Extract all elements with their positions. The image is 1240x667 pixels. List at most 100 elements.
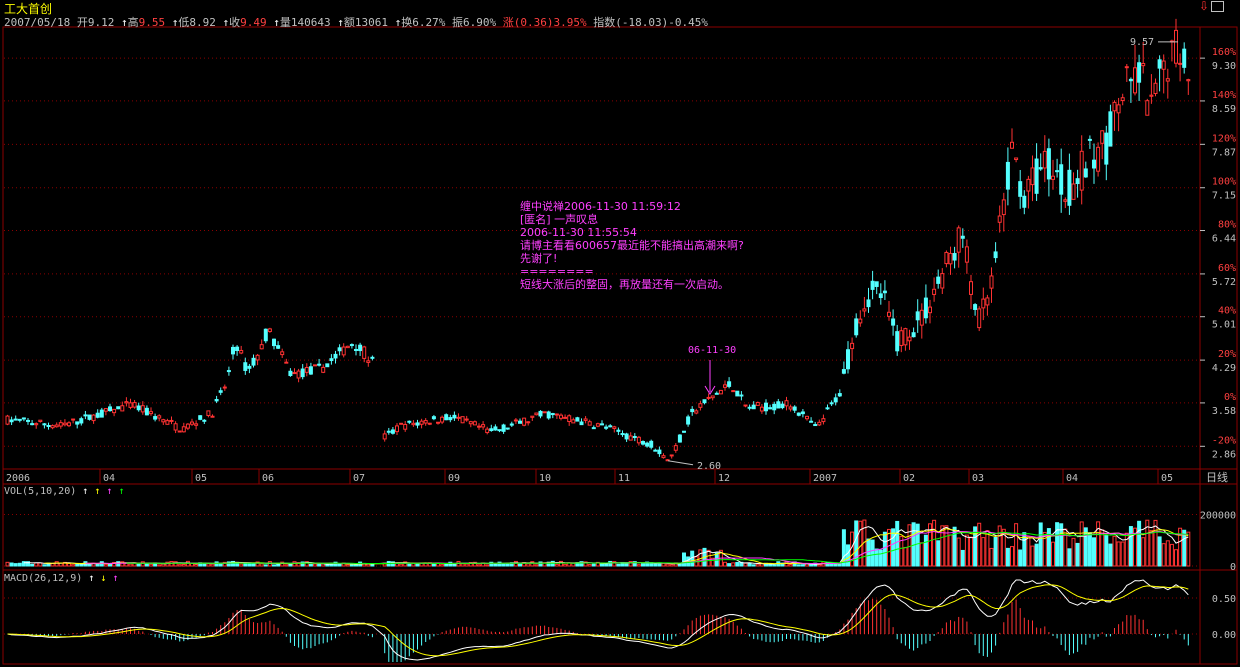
candlestick[interactable] (485, 426, 490, 435)
candlestick[interactable] (411, 420, 416, 427)
candlestick[interactable] (62, 419, 67, 427)
candlestick[interactable] (415, 419, 420, 429)
candlestick[interactable] (1116, 97, 1121, 132)
candlestick[interactable] (243, 357, 248, 375)
candlestick[interactable] (1174, 18, 1178, 68)
candlestick[interactable] (42, 422, 47, 429)
candlestick[interactable] (206, 410, 211, 418)
candlestick[interactable] (120, 401, 125, 412)
candlestick[interactable] (149, 407, 153, 416)
candlestick[interactable] (386, 427, 391, 435)
candlestick[interactable] (1014, 157, 1019, 163)
candlestick[interactable] (846, 341, 850, 374)
candlestick[interactable] (1112, 100, 1117, 131)
candlestick[interactable] (518, 418, 522, 424)
candlestick[interactable] (624, 432, 629, 442)
candlestick[interactable] (382, 430, 387, 442)
candlestick[interactable] (153, 413, 158, 422)
candlestick[interactable] (710, 395, 715, 401)
candlestick[interactable] (862, 296, 867, 317)
candlestick[interactable] (952, 246, 957, 269)
candlestick[interactable] (887, 301, 891, 321)
candlestick[interactable] (21, 417, 26, 422)
candlestick[interactable] (67, 421, 71, 428)
candlestick[interactable] (34, 422, 39, 429)
candlestick[interactable] (190, 418, 194, 426)
candlestick[interactable] (805, 415, 809, 421)
candlestick[interactable] (1042, 135, 1047, 183)
candlestick[interactable] (981, 287, 986, 321)
candlestick[interactable] (616, 427, 621, 436)
candlestick[interactable] (903, 327, 908, 351)
candlestick[interactable] (1051, 159, 1055, 190)
candlestick[interactable] (26, 417, 30, 425)
candlestick[interactable] (575, 416, 580, 422)
candlestick[interactable] (960, 228, 965, 248)
candlestick[interactable] (841, 361, 846, 375)
candlestick[interactable] (936, 269, 941, 289)
candlestick[interactable] (181, 422, 186, 433)
candlestick[interactable] (280, 348, 285, 358)
candlestick[interactable] (821, 414, 826, 425)
candlestick[interactable] (1096, 142, 1101, 177)
candlestick[interactable] (649, 439, 654, 450)
candlestick[interactable] (776, 398, 781, 409)
candlestick[interactable] (325, 363, 330, 368)
candlestick[interactable] (288, 368, 293, 377)
candlestick[interactable] (595, 422, 600, 428)
candlestick[interactable] (727, 377, 732, 389)
candlestick[interactable] (1001, 192, 1006, 232)
candlestick[interactable] (83, 410, 88, 420)
candlestick[interactable] (1030, 155, 1035, 202)
candlestick[interactable] (218, 387, 223, 396)
candlestick[interactable] (423, 418, 428, 426)
candlestick[interactable] (833, 393, 838, 406)
candlestick[interactable] (628, 432, 633, 441)
candlestick[interactable] (530, 415, 535, 421)
candlestick[interactable] (30, 420, 35, 426)
candlestick[interactable] (329, 354, 334, 365)
candlestick[interactable] (308, 362, 313, 375)
candlestick[interactable] (882, 280, 887, 300)
candlestick[interactable] (202, 419, 207, 424)
candlestick[interactable] (940, 268, 945, 294)
candlestick[interactable] (444, 413, 449, 421)
candlestick[interactable] (1137, 54, 1142, 101)
candlestick[interactable] (403, 421, 408, 432)
candlestick[interactable] (354, 344, 358, 356)
candlestick[interactable] (546, 410, 551, 420)
candlestick[interactable] (75, 421, 80, 429)
candlestick[interactable] (362, 345, 367, 363)
candlestick[interactable] (1055, 158, 1060, 178)
candlestick[interactable] (407, 420, 412, 425)
candlestick[interactable] (657, 446, 662, 457)
candlestick[interactable] (419, 418, 424, 429)
candlestick[interactable] (1178, 53, 1183, 82)
candlestick[interactable] (1087, 135, 1092, 149)
candlestick[interactable] (349, 343, 354, 349)
candlestick[interactable] (1161, 54, 1166, 94)
candlestick[interactable] (58, 419, 63, 429)
candlestick[interactable] (764, 399, 768, 415)
candlestick[interactable] (1165, 68, 1170, 99)
candlestick[interactable] (501, 423, 506, 434)
candlestick[interactable] (276, 341, 281, 350)
candlestick[interactable] (1124, 64, 1129, 82)
candlestick[interactable] (698, 400, 703, 411)
candlestick[interactable] (870, 270, 875, 300)
candlestick[interactable] (296, 368, 301, 383)
candlestick[interactable] (497, 429, 502, 433)
candlestick[interactable] (1018, 169, 1023, 209)
candlestick[interactable] (997, 205, 1002, 233)
candlestick[interactable] (198, 415, 203, 421)
candlestick[interactable] (304, 363, 309, 377)
candlestick[interactable] (477, 423, 481, 430)
candlestick[interactable] (706, 393, 711, 401)
candlestick[interactable] (587, 419, 592, 426)
candlestick[interactable] (956, 225, 961, 268)
candlestick[interactable] (345, 345, 350, 349)
candlestick[interactable] (1079, 135, 1084, 205)
candlestick[interactable] (923, 284, 928, 324)
candlestick[interactable] (436, 421, 440, 425)
